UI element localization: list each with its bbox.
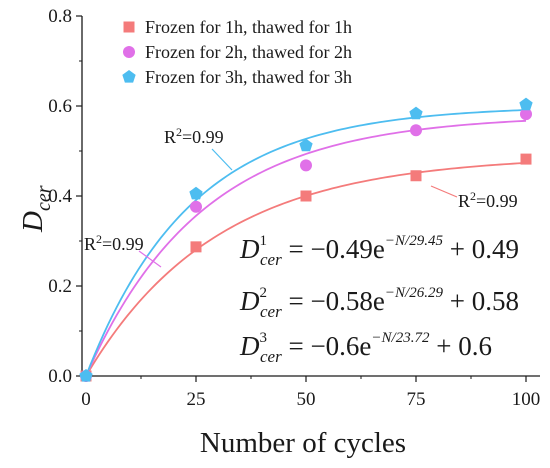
y-tick-label: 0.6 xyxy=(48,96,72,117)
eq-exp: −N/26.29 xyxy=(385,285,444,301)
eq-sup: 3 xyxy=(260,330,268,346)
eq-rhs-b: + 0.49 xyxy=(443,234,519,264)
r2-annotation: R2=0.99 xyxy=(164,125,224,147)
eq-lhs: D xyxy=(239,331,260,361)
data-point-series-1 xyxy=(410,170,422,182)
eq-sup: 1 xyxy=(260,233,268,249)
y-tick-label: 0.8 xyxy=(48,6,72,27)
eq-lhs: D xyxy=(239,286,260,316)
eq-rhs-a: = −0.58e xyxy=(282,286,385,316)
annotation-leader-line xyxy=(211,148,233,171)
legend-label-series-1: Frozen for 1h, thawed for 1h xyxy=(145,17,352,37)
r2-annotation: R2=0.99 xyxy=(458,189,518,211)
eq-exp: −N/23.72 xyxy=(371,330,430,346)
r2-sup: 2 xyxy=(470,189,476,203)
r2-sup: 2 xyxy=(176,125,182,139)
x-tick-label: 100 xyxy=(512,389,541,410)
data-point-series-2 xyxy=(300,159,312,172)
y-axis-title: Dcer xyxy=(17,185,55,233)
data-point-series-3 xyxy=(519,97,533,111)
data-point-series-1 xyxy=(190,241,202,253)
annotation-leader-line xyxy=(138,250,162,268)
fit-equation: D3 cer = −0.6e−N/23.72 + 0.6 xyxy=(239,330,492,366)
data-point-series-1 xyxy=(520,153,532,165)
r2-annotation: R2=0.99 xyxy=(84,232,144,254)
data-point-series-3 xyxy=(189,186,203,200)
eq-exp: −N/29.45 xyxy=(385,233,444,249)
legend-marker-series-2 xyxy=(123,46,135,58)
r2-base: R xyxy=(164,127,176,147)
y-axis-title-sub: cer xyxy=(33,185,55,211)
eq-sub: cer xyxy=(260,347,282,366)
x-tick-label: 50 xyxy=(297,389,316,410)
y-tick-label: 0.0 xyxy=(48,366,72,387)
data-point-series-3 xyxy=(79,369,93,382)
legend-marker-series-1 xyxy=(123,21,135,33)
legend-label-series-2: Frozen for 2h, thawed for 2h xyxy=(145,42,352,62)
eq-sub: cer xyxy=(260,302,282,321)
x-tick-label: 0 xyxy=(81,389,91,410)
r2-rest: =0.99 xyxy=(102,234,144,254)
y-axis-title-main: D xyxy=(17,211,49,233)
eq-sup: 2 xyxy=(260,285,268,301)
y-tick-label: 0.2 xyxy=(48,276,72,297)
r2-base: R xyxy=(458,191,470,211)
data-point-series-2 xyxy=(520,108,532,121)
eq-sub: cer xyxy=(260,250,282,269)
annotation-leader-line xyxy=(430,185,458,198)
r2-base: R xyxy=(84,234,96,254)
data-point-series-2 xyxy=(190,200,202,213)
x-tick-label: 75 xyxy=(407,389,426,410)
y-tick-label: 0.4 xyxy=(48,186,72,207)
eq-rhs-b: + 0.58 xyxy=(443,286,519,316)
r2-sup: 2 xyxy=(96,232,102,246)
data-point-series-2 xyxy=(410,124,422,137)
eq-rhs-a: = −0.49e xyxy=(282,234,385,264)
fit-curve-series-2 xyxy=(85,119,527,377)
eq-rhs-b: + 0.6 xyxy=(429,331,491,361)
r2-rest: =0.99 xyxy=(182,127,224,147)
data-point-series-3 xyxy=(299,138,313,152)
eq-rhs-a: = −0.6e xyxy=(282,331,372,361)
r2-rest: =0.99 xyxy=(476,191,518,211)
fit-equation: D1 cer = −0.49e−N/29.45 + 0.49 xyxy=(239,233,519,269)
eq-lhs: D xyxy=(239,234,260,264)
data-point-series-3 xyxy=(409,106,423,120)
fit-equation: D2 cer = −0.58e−N/26.29 + 0.58 xyxy=(239,285,519,321)
legend-marker-series-3 xyxy=(122,70,136,83)
x-axis-title: Number of cycles xyxy=(200,427,406,459)
legend-label-series-3: Frozen for 3h, thawed for 3h xyxy=(145,67,352,87)
x-tick-label: 25 xyxy=(187,389,206,410)
data-point-series-1 xyxy=(300,190,312,202)
